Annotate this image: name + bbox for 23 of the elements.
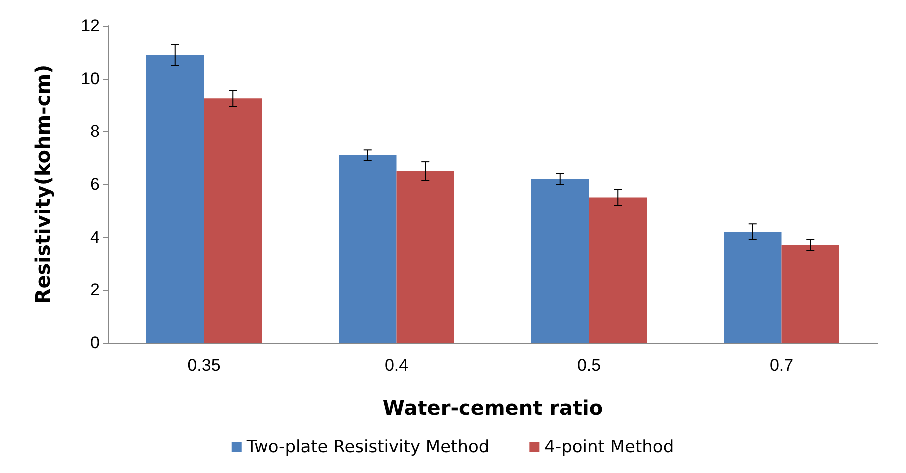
bar xyxy=(782,245,840,343)
bar xyxy=(204,98,262,343)
y-tick-label: 8 xyxy=(90,122,100,142)
bar xyxy=(532,179,590,343)
x-tick-label: 0.7 xyxy=(770,356,794,375)
bar xyxy=(724,232,782,343)
y-axis-title: Resistivity(kohm-cm) xyxy=(31,64,55,304)
x-tick-label: 0.35 xyxy=(188,356,221,375)
bar xyxy=(589,198,647,343)
legend-label: Two-plate Resistivity Method xyxy=(246,438,490,458)
bar xyxy=(146,55,204,343)
x-axis-title: Water-cement ratio xyxy=(382,396,604,420)
y-tick-label: 12 xyxy=(81,16,100,36)
x-tick-label: 0.5 xyxy=(577,356,602,375)
y-tick-label: 2 xyxy=(90,280,100,300)
legend-label: 4-point Method xyxy=(544,438,674,458)
y-tick-label: 10 xyxy=(81,69,100,88)
x-tick-label: 0.4 xyxy=(384,356,409,375)
y-tick-label: 4 xyxy=(90,228,100,247)
y-tick-label: 0 xyxy=(90,334,100,352)
bar xyxy=(396,171,454,343)
bar xyxy=(339,155,397,343)
y-tick-label: 6 xyxy=(90,175,100,194)
